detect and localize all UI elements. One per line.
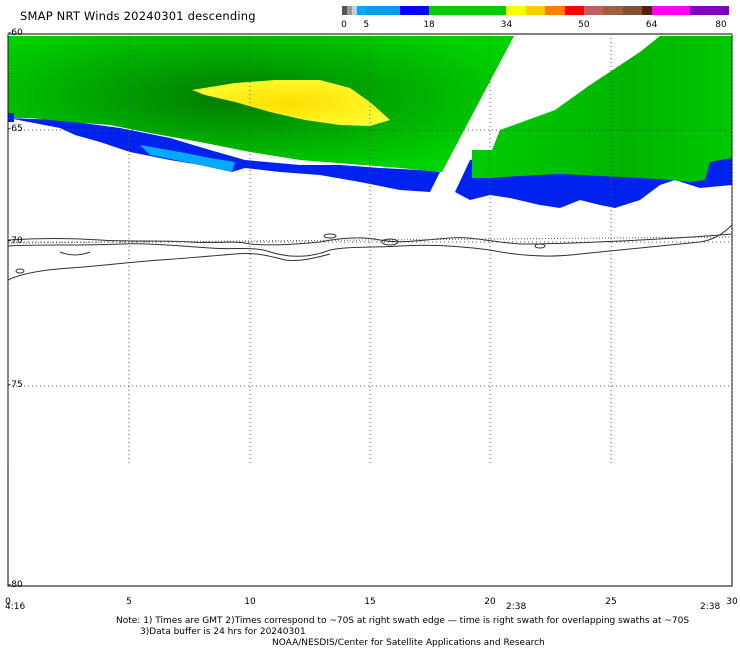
time-label-mid: 2:38 (506, 602, 527, 612)
colorbar-segment (346, 6, 352, 15)
x-label-5: 5 (126, 597, 132, 607)
coastline-hatch (7, 236, 733, 244)
colorbar-segment (525, 6, 546, 15)
x-label-20: 20 (484, 597, 496, 607)
colorbar-segment (342, 6, 347, 15)
colorbar-tick-label: 34 (500, 20, 513, 30)
colorbar-segment (564, 6, 584, 15)
colorbar-segment (429, 6, 507, 15)
swath-left-lightblue (140, 145, 235, 172)
y-label-80: -80 (8, 580, 23, 590)
colorbar-segment (651, 6, 691, 15)
swath-right-green (472, 36, 732, 182)
time-label-right: 2:38 (700, 602, 721, 612)
colorbar-segment (356, 6, 367, 15)
x-label-30: 30 (726, 597, 738, 607)
colorbar-segment (690, 6, 729, 15)
yellow-wind-patch (192, 80, 390, 126)
colorbar-tick-label: 64 (645, 20, 658, 30)
swath-left-blue (8, 118, 440, 192)
colorbar-segment (545, 6, 565, 15)
colorbar-segment (400, 6, 430, 15)
note-line-3: NOAA/NESDIS/Center for Satellite Applica… (272, 638, 545, 648)
x-label-10: 10 (244, 597, 256, 607)
map-title: SMAP NRT Winds 20240301 descending (20, 9, 256, 23)
colorbar-segment (622, 6, 642, 15)
x-label-25: 25 (605, 597, 617, 607)
colorbar-tick-label: 80 (715, 20, 727, 30)
y-label-65: -65 (8, 124, 23, 134)
colorbar-segment (366, 6, 401, 15)
colorbar-tick-label: 18 (423, 20, 435, 30)
note-line-2: 3)Data buffer is 24 hrs for 20240301 (140, 627, 306, 637)
colorbar-tick-label: 5 (363, 20, 370, 30)
colorbar-segment (641, 6, 652, 15)
swath-left-edge-blue (8, 113, 14, 122)
note-line-1: Note: 1) Times are GMT 2)Times correspon… (116, 616, 690, 626)
y-label-60: -60 (8, 28, 23, 38)
y-label-75: -75 (8, 380, 23, 390)
antarctic-coastline (7, 224, 733, 281)
time-label-left: 4:16 (5, 602, 26, 612)
x-label-15: 15 (364, 597, 376, 607)
wind-speed-colorbar (342, 6, 729, 15)
colorbar-tick-label: 50 (578, 20, 590, 30)
x-label-0: 0 (5, 597, 11, 607)
colorbar-segment (506, 6, 526, 15)
y-label-70: -70 (8, 236, 23, 246)
colorbar-segment (583, 6, 604, 15)
colorbar-tick-label: 0 (341, 20, 347, 30)
colorbar-segment (603, 6, 623, 15)
colorbar-segment (351, 6, 357, 15)
